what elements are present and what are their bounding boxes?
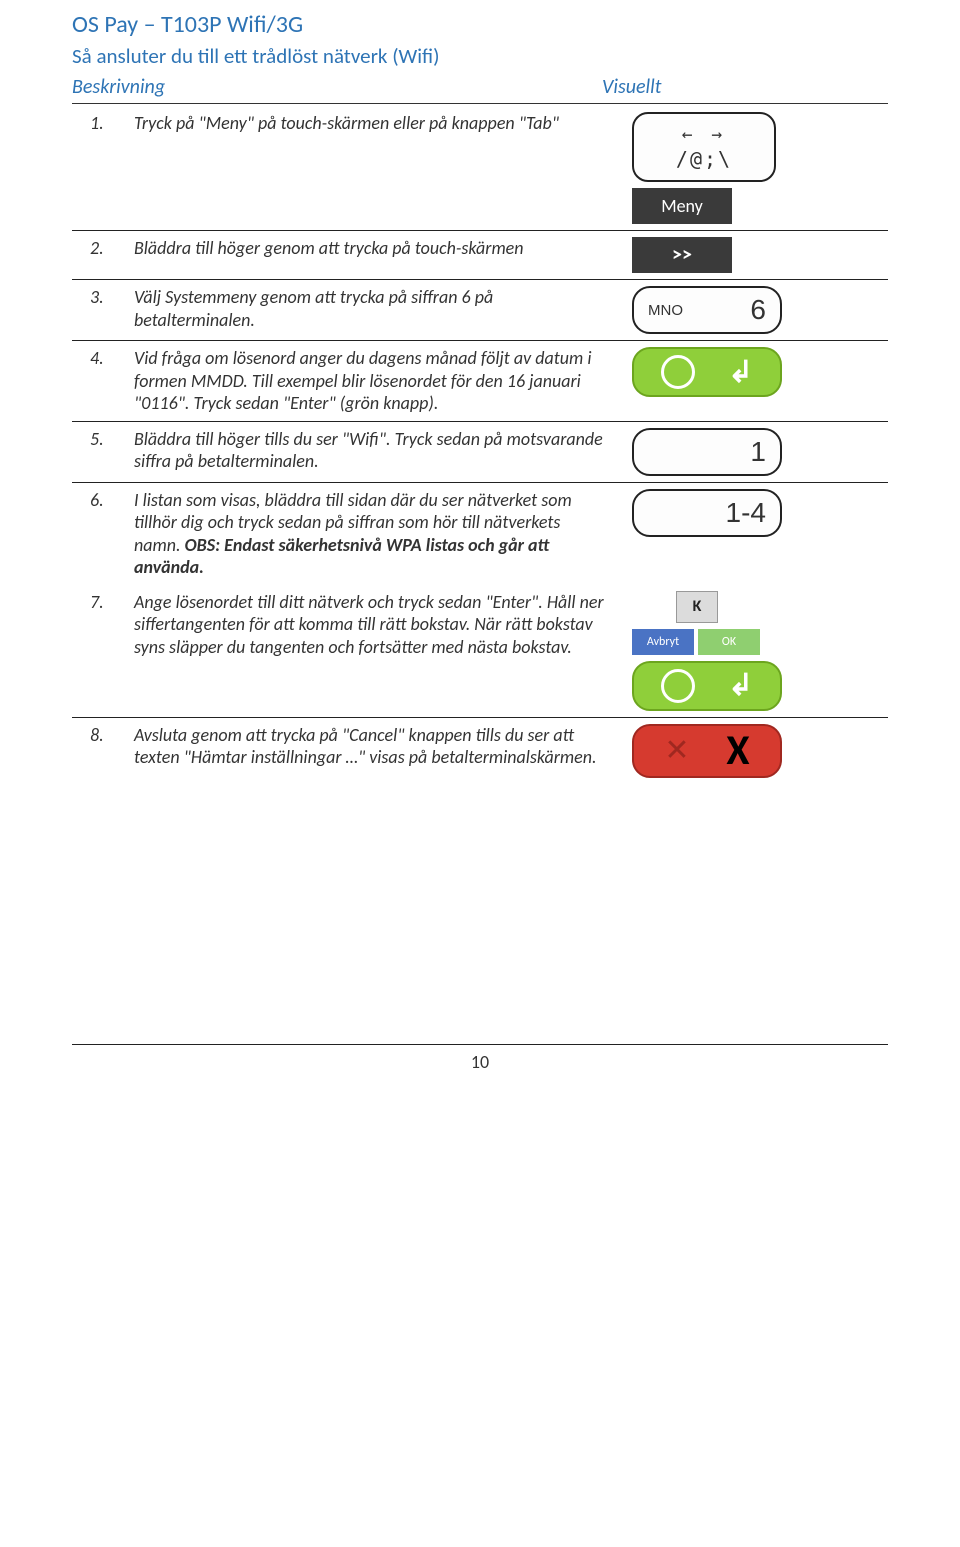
keypad-6-icon: MNO 6 — [632, 286, 782, 334]
step-desc: Ange lösenordet till ditt nätverk och tr… — [134, 591, 632, 659]
key-letters: MNO — [648, 302, 683, 319]
tab-arrows-icon: ← → — [682, 124, 727, 145]
key-digit: 1-4 — [726, 497, 766, 529]
key-digit: 1 — [750, 436, 766, 468]
tab-key-icon: ← → /@;\ — [632, 112, 776, 182]
page-number: 10 — [72, 1044, 888, 1073]
step-desc: Välj Systemmeny genom att trycka på siff… — [134, 286, 632, 331]
step-row: 3. Välj Systemmeny genom att trycka på s… — [72, 280, 888, 341]
th-beskrivning: Beskrivning — [72, 75, 602, 99]
step-desc: Tryck på "Meny" på touch-skärmen eller p… — [134, 112, 632, 135]
step-number: 6. — [72, 489, 134, 511]
enter-button-icon: ↲ — [632, 347, 782, 397]
keypad-1-icon: 1 — [632, 428, 782, 476]
step-row: 2. Bläddra till höger genom att trycka p… — [72, 231, 888, 280]
th-visuellt: Visuellt — [602, 75, 888, 99]
keypad-1-4-icon: 1-4 — [632, 489, 782, 537]
scroll-right-icon: >> — [632, 237, 732, 273]
table-header: Beskrivning Visuellt — [72, 75, 888, 104]
step-desc: Bläddra till höger genom att trycka på t… — [134, 237, 632, 260]
step-row: 6. I listan som visas, bläddra till sida… — [72, 483, 888, 585]
step-desc: Bläddra till höger tills du ser "Wifi". … — [134, 428, 632, 473]
enter-arrow-icon: ↲ — [728, 667, 753, 704]
circle-icon — [661, 669, 695, 703]
step-row: 4. Vid fråga om lösenord anger du dagens… — [72, 341, 888, 422]
bold-x-icon: X — [726, 725, 749, 776]
enter-button-icon: ↲ — [632, 661, 782, 711]
avbryt-button-icon: Avbryt — [632, 629, 694, 655]
step-number: 4. — [72, 347, 134, 369]
step-number: 2. — [72, 237, 134, 259]
thin-x-icon: ✕ — [664, 732, 689, 769]
step6-bold: OBS: Endast säkerhetsnivå WPA listas och… — [134, 534, 549, 579]
meny-button-icon: Meny — [632, 188, 732, 224]
step-row: 5. Bläddra till höger tills du ser "Wifi… — [72, 422, 888, 483]
step-desc: Vid fråga om lösenord anger du dagens må… — [134, 347, 632, 415]
doc-title: OS Pay – T103P Wifi/3G — [72, 10, 888, 39]
step-desc: Avsluta genom att trycka på "Cancel" kna… — [134, 724, 632, 769]
enter-arrow-icon: ↲ — [728, 354, 753, 391]
step-number: 3. — [72, 286, 134, 308]
cancel-button-icon: ✕ X — [632, 724, 782, 778]
step-number: 5. — [72, 428, 134, 450]
step-number: 1. — [72, 112, 134, 134]
k-key-icon: K — [676, 591, 718, 623]
keyboard-icon: K Avbryt OK — [632, 591, 760, 655]
circle-icon — [661, 355, 695, 389]
ok-button-icon: OK — [698, 629, 760, 655]
step-number: 8. — [72, 724, 134, 746]
section-title: Så ansluter du till ett trådlöst nätverk… — [72, 43, 888, 69]
tab-symbols-icon: /@;\ — [676, 147, 732, 171]
step-row: 7. Ange lösenordet till ditt nätverk och… — [72, 585, 888, 718]
step-row: 1. Tryck på "Meny" på touch-skärmen elle… — [72, 106, 888, 231]
key-digit: 6 — [750, 294, 766, 326]
step-desc: I listan som visas, bläddra till sidan d… — [134, 489, 632, 579]
step-number: 7. — [72, 591, 134, 613]
step-row: 8. Avsluta genom att trycka på "Cancel" … — [72, 718, 888, 784]
